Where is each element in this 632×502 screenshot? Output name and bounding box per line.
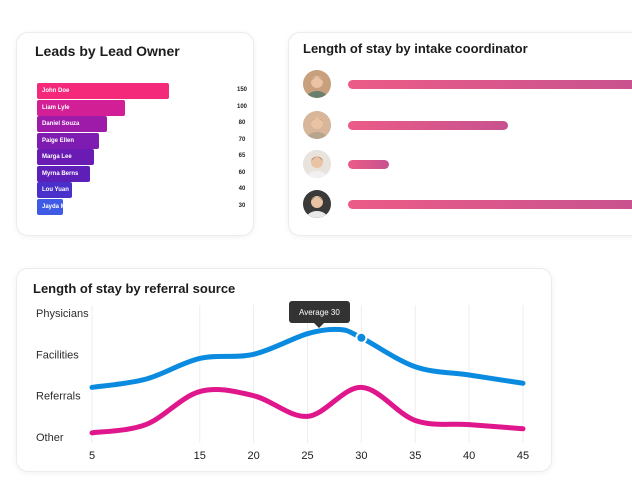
lead-bar: Daniel Souza [37, 116, 108, 132]
y-category-label: Other [36, 432, 64, 444]
series-line-pink [89, 384, 526, 436]
y-category-label: Physicians [36, 308, 89, 320]
man-avatar-icon [303, 70, 331, 98]
coordinator-row [303, 190, 632, 220]
woman-avatar-icon [303, 150, 331, 178]
lead-value-label: 80 [238, 120, 246, 126]
lead-value-label: 150 [236, 87, 247, 93]
woman-avatar-icon [303, 111, 331, 139]
lead-row: Lou Yuan 40 [37, 182, 262, 198]
lead-bar: Paige Ellen [37, 132, 99, 149]
lead-row: Liam Lyle 100 [37, 99, 262, 116]
lead-bar: Lou Yuan [37, 182, 73, 198]
stay-title: Length of stay by intake coordinator [303, 41, 528, 56]
x-tick-label: 5 [89, 450, 95, 462]
lead-bar: John Doe [37, 83, 169, 99]
stay-bar [348, 160, 389, 169]
y-category-label: Referrals [36, 391, 81, 403]
x-tick-label: 30 [355, 450, 367, 462]
x-tick-label: 20 [248, 450, 260, 462]
lead-value-label: 65 [238, 153, 246, 159]
stay-bar [348, 200, 632, 209]
stay-bar [348, 80, 632, 89]
x-tick-label: 35 [409, 450, 421, 462]
coordinator-row [303, 70, 632, 100]
coordinator-row [303, 111, 632, 141]
stay-bar [348, 121, 508, 130]
lead-row: Paige Ellen 70 [37, 132, 262, 149]
lead-owner-label: Liam Lyle [42, 104, 70, 111]
leads-title: Leads by Lead Owner [35, 43, 180, 59]
x-tick-label: 15 [194, 450, 206, 462]
lead-row: Jayda Malik 30 [37, 198, 262, 215]
lead-value-label: 60 [238, 169, 246, 176]
lead-value-label: 100 [236, 103, 247, 110]
lead-row: Daniel Souza 80 [37, 116, 262, 132]
lead-owner-label: Jayda Malik [42, 203, 76, 210]
average-tooltip: Average 30 [289, 301, 350, 328]
x-tick-label: 40 [463, 450, 475, 462]
average-marker [355, 331, 368, 344]
x-tick-label: 45 [517, 450, 529, 462]
tooltip-label: Average 30 [299, 307, 340, 317]
lead-value-label: 30 [238, 202, 246, 209]
referral-card: Length of stay by referral source Physic… [16, 268, 552, 472]
man-avatar-icon [303, 190, 331, 218]
lead-owner-label: Lou Yuan [42, 187, 69, 193]
lead-row: John Doe 150 [37, 83, 262, 99]
lead-bar: Liam Lyle [37, 99, 125, 116]
y-category-label: Facilities [36, 349, 79, 361]
lead-value-label: 70 [238, 136, 246, 143]
x-tick-label: 25 [301, 450, 313, 462]
lead-owner-label: Myrna Berns [42, 170, 79, 177]
stay-card: Length of stay by intake coordinator [288, 32, 632, 236]
lead-row: Marga Lee 65 [37, 149, 262, 165]
lead-owner-label: Paige Ellen [42, 137, 75, 144]
lead-bar: Marga Lee [37, 149, 95, 165]
lead-owner-label: John Doe [42, 88, 70, 94]
coordinator-row [303, 150, 632, 180]
tooltip-arrow [314, 323, 325, 328]
lead-row: Myrna Berns 60 [37, 165, 262, 182]
referral-line-chart: Physicians Facilities Referrals Other 5 15 20 2… [36, 305, 529, 462]
lead-owner-label: Marga Lee [42, 154, 72, 160]
lead-value-label: 40 [238, 186, 246, 192]
leads-card: Leads by Lead Owner John Doe 150 Liam Lyle… [16, 32, 254, 236]
lead-bar: Jayda Malik [37, 198, 76, 215]
lead-owner-label: Daniel Souza [42, 121, 80, 127]
lead-bar: Myrna Berns [37, 165, 90, 182]
series-line-blue [89, 326, 526, 390]
referral-title: Length of stay by referral source [33, 281, 236, 296]
